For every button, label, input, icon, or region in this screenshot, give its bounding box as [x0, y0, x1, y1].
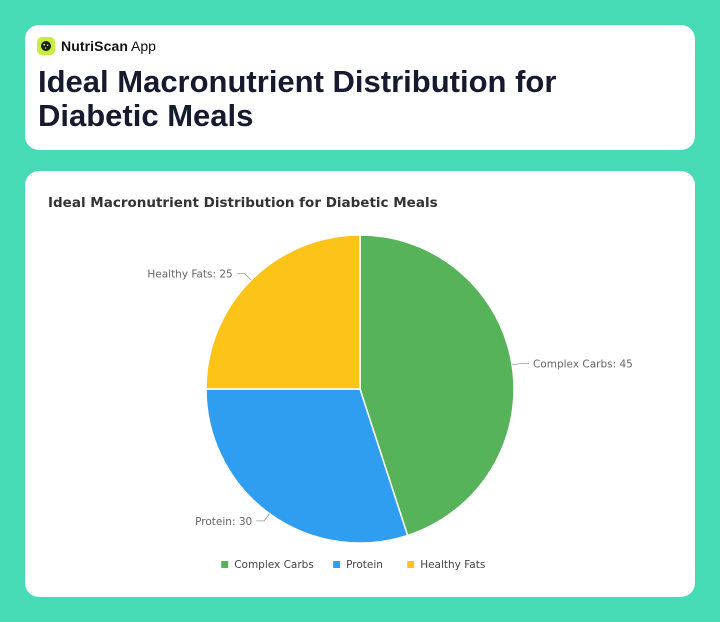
pie-slice-healthy-fats[interactable] — [205, 234, 361, 390]
slice-label-protein: Protein: 30 — [195, 516, 252, 528]
chart-card: Ideal Macronutrient Distribution for Dia… — [25, 171, 695, 597]
legend-label-protein: Protein — [346, 559, 383, 571]
pie-slice-protein[interactable] — [205, 388, 409, 544]
brand: NutriScan App — [37, 37, 156, 55]
legend-swatch-healthy-fats — [407, 561, 415, 568]
app-suffix: App — [131, 38, 156, 54]
legend-label-complex-carbs: Complex Carbs — [234, 559, 314, 571]
legend-swatch-complex-carbs — [221, 561, 229, 568]
slice-label-complex-carbs: Complex Carbs: 45 — [533, 359, 633, 371]
pie-chart: Ideal Macronutrient Distribution for Dia… — [48, 195, 633, 571]
pie-slice-complex-carbs[interactable] — [359, 234, 515, 537]
pie-slices — [205, 234, 515, 544]
header-card: NutriScan App Ideal Macronutrient Distri… — [25, 25, 695, 150]
slice-labels: Complex Carbs: 45 Protein: 30 Healthy Fats… — [147, 269, 632, 528]
slice-label-healthy-fats: Healthy Fats: 25 — [147, 269, 232, 281]
legend-item-complex-carbs[interactable]: Complex Carbs — [221, 559, 314, 571]
page-title: Ideal Macronutrient Distribution for Dia… — [38, 64, 557, 133]
chart-title: Ideal Macronutrient Distribution for Dia… — [48, 195, 438, 211]
leader-line-healthy-fats — [236, 273, 252, 281]
cookie-icon — [37, 37, 55, 55]
legend-item-protein[interactable]: Protein — [333, 559, 383, 571]
legend: Complex Carbs Protein Healthy Fats — [221, 559, 485, 571]
legend-item-healthy-fats[interactable]: Healthy Fats — [407, 559, 485, 571]
legend-label-healthy-fats: Healthy Fats — [420, 559, 485, 571]
legend-swatch-protein — [333, 561, 341, 568]
leader-line-complex-carbs — [512, 363, 529, 366]
app-name: NutriScan — [61, 38, 129, 54]
leader-line-protein — [256, 513, 270, 522]
